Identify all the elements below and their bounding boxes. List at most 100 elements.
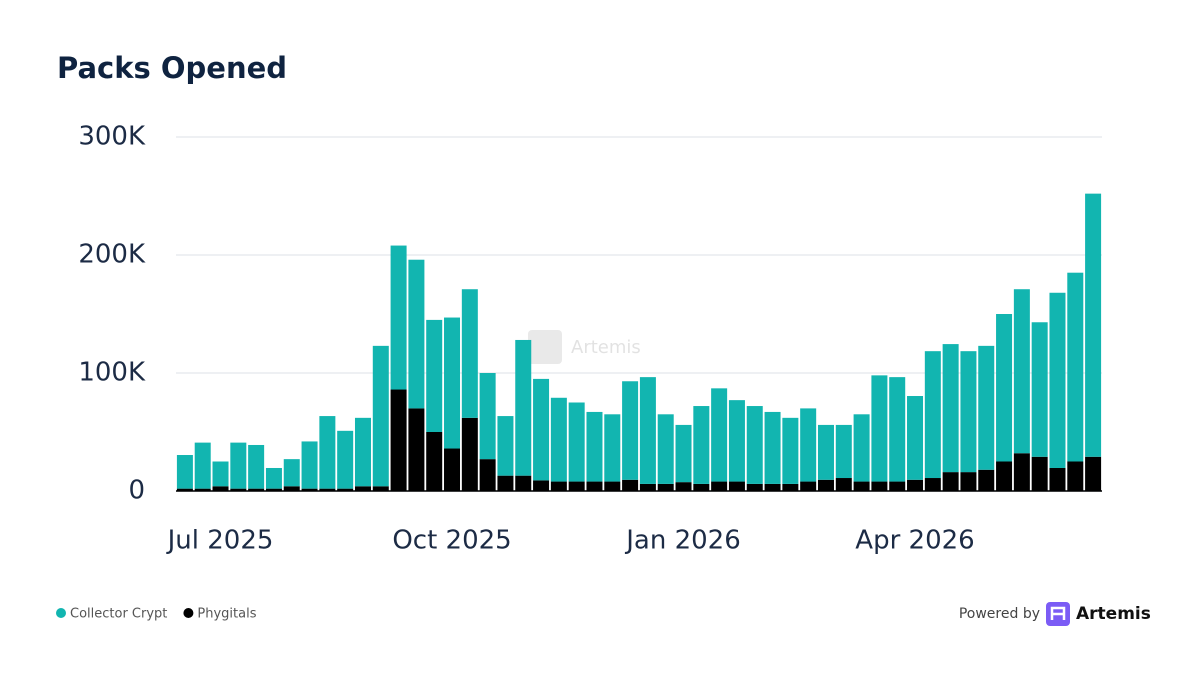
legend-label: Collector Crypt <box>70 607 167 622</box>
bar-segment <box>657 483 674 491</box>
x-tick-label: Oct 2025 <box>392 526 511 556</box>
bar-segment <box>942 344 959 473</box>
bar-segment <box>265 488 282 491</box>
bar-segment <box>248 488 265 491</box>
bar-segment <box>533 378 550 481</box>
bar-segment <box>675 424 692 483</box>
bar-segment <box>479 373 496 460</box>
legend-label: Phygitals <box>197 607 256 622</box>
bar-segment <box>889 377 906 482</box>
bar-segment <box>230 442 247 489</box>
bar-segment <box>960 351 977 473</box>
powered-by: Powered by <box>959 606 1040 622</box>
bar-segment <box>194 488 211 491</box>
bar-segment <box>746 406 763 484</box>
bar-segment <box>1049 467 1066 491</box>
bar-segment <box>871 481 888 491</box>
bar-segment <box>978 345 995 470</box>
bar-segment <box>390 389 407 491</box>
bar-segment <box>693 483 710 491</box>
bar-segment <box>230 488 247 491</box>
y-tick-label: 100K <box>78 358 146 388</box>
brand-name: Artemis <box>1076 604 1151 624</box>
bar-segment <box>996 314 1013 462</box>
bar-segment <box>657 414 674 484</box>
legend-marker <box>56 608 66 618</box>
x-tick-label: Jul 2025 <box>166 526 274 556</box>
bar-segment <box>408 408 425 491</box>
bar-segment <box>1031 322 1048 457</box>
bar-segment <box>800 408 817 482</box>
bar-segment <box>782 483 799 491</box>
chart-title: Packs Opened <box>57 51 287 85</box>
bar-segment <box>426 319 443 432</box>
bar-segment <box>871 375 888 482</box>
bar-segment <box>996 461 1013 491</box>
y-tick-label: 0 <box>128 476 145 506</box>
bar-segment <box>639 483 656 491</box>
bar-segment <box>835 478 852 491</box>
bar-segment <box>800 481 817 491</box>
y-tick-label: 200K <box>78 240 146 270</box>
bar-segment <box>408 259 425 409</box>
x-tick-label: Jan 2026 <box>624 526 741 556</box>
bar-segment <box>515 339 532 476</box>
bar-segment <box>479 459 496 491</box>
bar-segment <box>497 416 514 476</box>
bar-segment <box>1013 289 1030 454</box>
bar-segment <box>283 459 300 487</box>
bar-segment <box>337 488 354 491</box>
bar-segment <box>337 430 354 489</box>
bar-segment <box>1031 456 1048 491</box>
bar-segment <box>853 481 870 491</box>
bar-segment <box>924 478 941 491</box>
legend-item: Collector Crypt <box>56 607 167 622</box>
bar-segment <box>604 414 621 482</box>
bar-segment <box>1049 292 1066 468</box>
bar-segment <box>194 442 211 489</box>
bar-segment <box>550 481 567 491</box>
y-tick-label: 300K <box>78 122 146 152</box>
bar-segment <box>354 486 371 491</box>
bar-segment <box>248 444 265 489</box>
bar-segment <box>533 480 550 491</box>
bar-segment <box>568 481 585 491</box>
bar-segment <box>586 481 603 491</box>
x-tick-label: Apr 2026 <box>855 526 974 556</box>
watermark-text: Artemis <box>571 337 641 358</box>
bar-segment <box>746 483 763 491</box>
bar-segment <box>782 417 799 484</box>
bar-segment <box>604 481 621 491</box>
bar-segment <box>586 411 603 482</box>
bar-segment <box>622 381 639 480</box>
bar-segment <box>960 472 977 491</box>
bar-segment <box>212 486 229 491</box>
bar-segment <box>639 377 656 484</box>
bar-segment <box>444 317 461 449</box>
bar-segment <box>212 461 229 487</box>
bar-segment <box>764 483 781 491</box>
bar-segment <box>497 475 514 491</box>
bar-segment <box>372 345 389 487</box>
bar-segment <box>319 488 336 491</box>
bar-segment <box>372 486 389 491</box>
bar-segment <box>622 479 639 491</box>
bar-segment <box>550 397 567 482</box>
bar-segment <box>461 417 478 491</box>
bar-segment <box>301 441 318 489</box>
bar-segment <box>675 482 692 491</box>
bar-segment <box>1085 456 1102 491</box>
bar-segment <box>354 417 371 487</box>
bar-segment <box>817 479 834 491</box>
brand-logo-icon <box>1050 606 1066 620</box>
bar-segment <box>444 448 461 491</box>
bar-segment <box>711 481 728 491</box>
bar-segment <box>907 479 924 491</box>
bar-segment <box>1013 453 1030 491</box>
bar-segment <box>426 432 443 491</box>
bar-segment <box>1067 461 1084 491</box>
bar-segment <box>924 351 941 479</box>
bar-segment <box>1085 193 1102 457</box>
bar-segment <box>568 402 585 482</box>
